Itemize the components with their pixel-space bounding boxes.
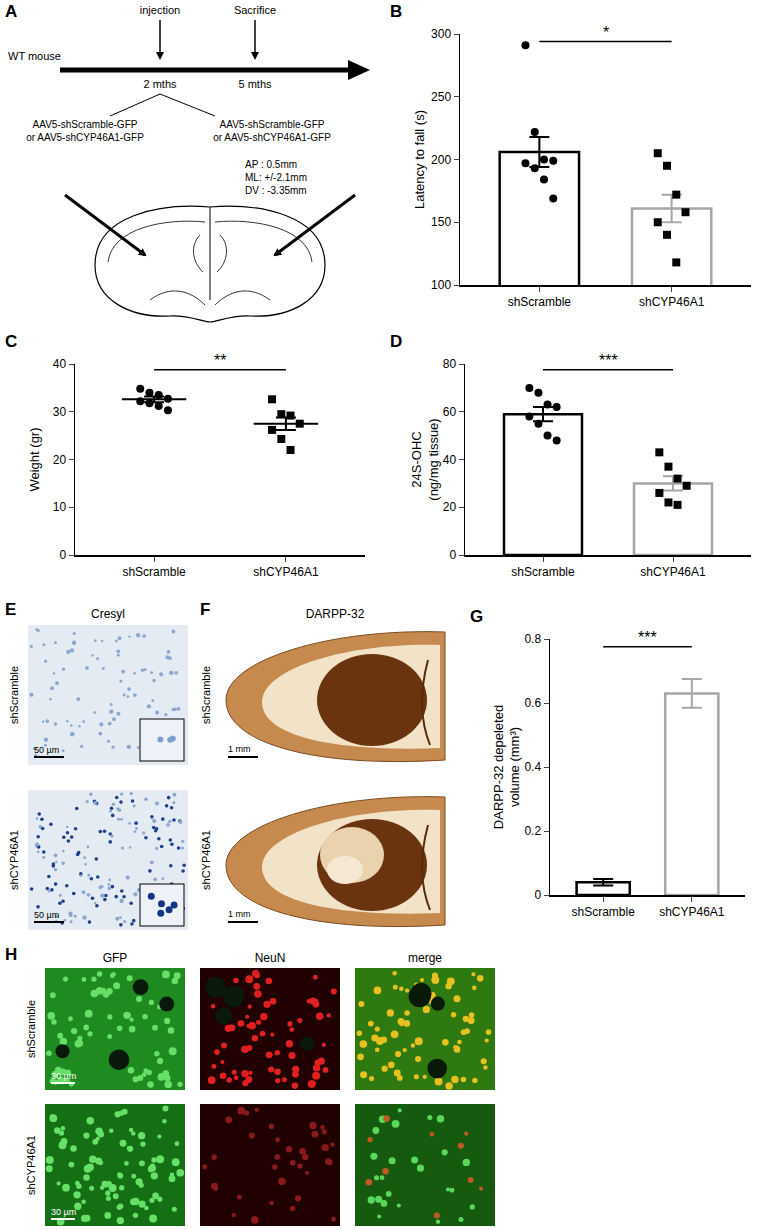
svg-text:shScramble: shScramble bbox=[511, 565, 575, 579]
svg-text:shCYP46A1: shCYP46A1 bbox=[8, 830, 20, 890]
svg-text:shScramble: shScramble bbox=[508, 295, 572, 309]
html-text:F: F bbox=[200, 600, 211, 619]
svg-text:50 µm: 50 µm bbox=[34, 910, 59, 920]
svg-text:shCYP46A1: shCYP46A1 bbox=[640, 565, 706, 579]
svg-text:300: 300 bbox=[431, 27, 451, 41]
svg-text:shCYP46A1: shCYP46A1 bbox=[253, 565, 319, 579]
svg-text:AAV5-shScramble-GFP: AAV5-shScramble-GFP bbox=[220, 119, 325, 130]
svg-text:0: 0 bbox=[59, 548, 66, 562]
svg-text:DARPP-32: DARPP-32 bbox=[306, 607, 365, 621]
svg-text:Cresyl: Cresyl bbox=[91, 607, 125, 621]
svg-text:0.6: 0.6 bbox=[524, 696, 541, 710]
svg-text:ML: +/-2.1mm: ML: +/-2.1mm bbox=[245, 172, 307, 183]
svg-text:or AAV5-shCYP46A1-GFP: or AAV5-shCYP46A1-GFP bbox=[213, 132, 331, 143]
svg-text:shCYP46A1: shCYP46A1 bbox=[25, 1135, 37, 1195]
svg-text:60: 60 bbox=[443, 405, 457, 419]
svg-text:30 µm: 30 µm bbox=[51, 1207, 76, 1217]
html-text:A: A bbox=[5, 2, 18, 21]
svg-text:shScramble: shScramble bbox=[25, 1000, 37, 1058]
svg-text:merge: merge bbox=[408, 951, 442, 965]
html-text:C: C bbox=[5, 332, 18, 351]
svg-text:Weight (gr): Weight (gr) bbox=[27, 427, 42, 491]
svg-text:10: 10 bbox=[53, 500, 67, 514]
svg-text:80: 80 bbox=[443, 357, 457, 371]
svg-text:AAV5-shScramble-GFP: AAV5-shScramble-GFP bbox=[33, 119, 138, 130]
svg-text:***: *** bbox=[599, 352, 618, 369]
svg-text:0.4: 0.4 bbox=[524, 760, 541, 774]
svg-text:0.2: 0.2 bbox=[524, 824, 541, 838]
html-text:H: H bbox=[5, 945, 18, 964]
html-text:D: D bbox=[390, 332, 403, 351]
svg-text:40: 40 bbox=[53, 357, 67, 371]
svg-text:0: 0 bbox=[534, 888, 541, 902]
svg-text:***: *** bbox=[638, 629, 657, 646]
svg-text:2 mths: 2 mths bbox=[143, 78, 177, 90]
svg-text:250: 250 bbox=[431, 90, 451, 104]
svg-text:20: 20 bbox=[443, 500, 457, 514]
svg-text:**: ** bbox=[214, 352, 226, 369]
svg-text:0: 0 bbox=[449, 548, 456, 562]
svg-text:0.8: 0.8 bbox=[524, 632, 541, 646]
svg-text:or AAV5-shCYP46A1-GFP: or AAV5-shCYP46A1-GFP bbox=[26, 132, 144, 143]
svg-text:shCYP46A1: shCYP46A1 bbox=[639, 295, 705, 309]
svg-text:GFP: GFP bbox=[103, 951, 128, 965]
html-text:B: B bbox=[390, 2, 403, 21]
svg-text:5 mths: 5 mths bbox=[238, 78, 272, 90]
svg-text:DV : -3.35mm: DV : -3.35mm bbox=[245, 185, 307, 196]
svg-text:150: 150 bbox=[431, 215, 451, 229]
svg-text:20: 20 bbox=[53, 453, 67, 467]
svg-text:shCYP46A1: shCYP46A1 bbox=[659, 905, 725, 919]
svg-text:200: 200 bbox=[431, 153, 451, 167]
svg-text:30: 30 bbox=[53, 405, 67, 419]
svg-text:DARPP-32 depeletedvolume (mm³): DARPP-32 depeletedvolume (mm³) bbox=[491, 705, 523, 829]
svg-text:NeuN: NeuN bbox=[255, 951, 286, 965]
svg-text:30 µm: 30 µm bbox=[51, 1071, 76, 1081]
svg-text:1 mm: 1 mm bbox=[228, 744, 251, 754]
svg-text:AP : 0.5mm: AP : 0.5mm bbox=[245, 159, 297, 170]
svg-text:injection: injection bbox=[140, 4, 180, 16]
svg-text:40: 40 bbox=[443, 453, 457, 467]
svg-text:1 mm: 1 mm bbox=[228, 909, 251, 919]
svg-text:24S-OHC(ng/mg tissue): 24S-OHC(ng/mg tissue) bbox=[409, 418, 441, 500]
svg-text:50 µm: 50 µm bbox=[34, 745, 59, 755]
svg-text:shCYP46A1: shCYP46A1 bbox=[200, 830, 212, 890]
svg-text:Sacrifice: Sacrifice bbox=[234, 4, 276, 16]
svg-text:shScramble: shScramble bbox=[8, 666, 20, 724]
svg-text:shScramble: shScramble bbox=[572, 905, 636, 919]
html-text:E: E bbox=[5, 600, 17, 619]
svg-text:shScramble: shScramble bbox=[122, 565, 186, 579]
svg-text:100: 100 bbox=[431, 278, 451, 292]
svg-text:shScramble: shScramble bbox=[200, 666, 212, 724]
svg-text:*: * bbox=[603, 24, 609, 41]
svg-text:Latency to fall (s): Latency to fall (s) bbox=[412, 110, 427, 209]
svg-text:WT mouse: WT mouse bbox=[8, 50, 61, 62]
html-text:G: G bbox=[470, 607, 484, 626]
